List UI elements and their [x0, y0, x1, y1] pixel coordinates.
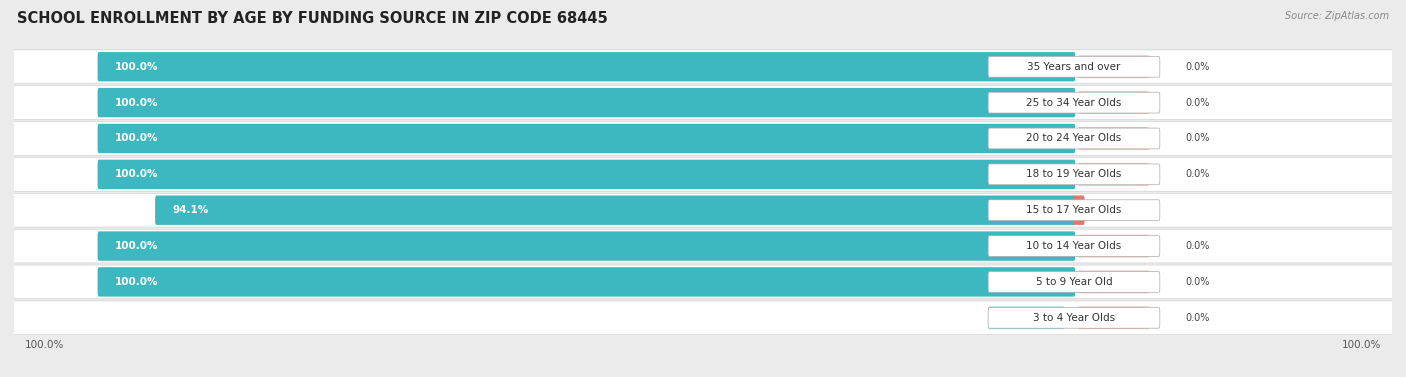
- Text: 100.0%: 100.0%: [115, 133, 159, 144]
- FancyBboxPatch shape: [988, 271, 1160, 292]
- FancyBboxPatch shape: [988, 236, 1160, 256]
- Text: 100.0%: 100.0%: [115, 241, 159, 251]
- Text: 18 to 19 Year Olds: 18 to 19 Year Olds: [1026, 169, 1122, 179]
- FancyBboxPatch shape: [1078, 271, 1149, 293]
- Text: 0.0%: 0.0%: [1185, 62, 1209, 72]
- Text: SCHOOL ENROLLMENT BY AGE BY FUNDING SOURCE IN ZIP CODE 68445: SCHOOL ENROLLMENT BY AGE BY FUNDING SOUR…: [17, 11, 607, 26]
- FancyBboxPatch shape: [1073, 196, 1084, 225]
- FancyBboxPatch shape: [97, 124, 1076, 153]
- FancyBboxPatch shape: [97, 52, 1076, 81]
- FancyBboxPatch shape: [14, 122, 1392, 155]
- Text: 100.0%: 100.0%: [115, 169, 159, 179]
- FancyBboxPatch shape: [14, 265, 1392, 299]
- FancyBboxPatch shape: [988, 307, 1160, 328]
- FancyBboxPatch shape: [1078, 91, 1149, 114]
- Text: 0.0%: 0.0%: [1014, 313, 1039, 323]
- Text: 100.0%: 100.0%: [25, 340, 65, 350]
- Text: 100.0%: 100.0%: [115, 98, 159, 107]
- FancyBboxPatch shape: [988, 128, 1160, 149]
- Text: 100.0%: 100.0%: [115, 62, 159, 72]
- Text: 25 to 34 Year Olds: 25 to 34 Year Olds: [1026, 98, 1122, 107]
- FancyBboxPatch shape: [14, 193, 1392, 227]
- Text: 15 to 17 Year Olds: 15 to 17 Year Olds: [1026, 205, 1122, 215]
- FancyBboxPatch shape: [97, 88, 1076, 117]
- Text: 0.0%: 0.0%: [1185, 169, 1209, 179]
- Text: 0.0%: 0.0%: [1185, 277, 1209, 287]
- FancyBboxPatch shape: [988, 164, 1160, 185]
- Text: 35 Years and over: 35 Years and over: [1028, 62, 1121, 72]
- FancyBboxPatch shape: [1078, 55, 1149, 78]
- FancyBboxPatch shape: [14, 229, 1392, 263]
- FancyBboxPatch shape: [97, 159, 1076, 189]
- FancyBboxPatch shape: [988, 56, 1160, 77]
- Text: 100.0%: 100.0%: [115, 277, 159, 287]
- FancyBboxPatch shape: [97, 267, 1076, 297]
- FancyBboxPatch shape: [988, 307, 1064, 329]
- FancyBboxPatch shape: [988, 200, 1160, 221]
- FancyBboxPatch shape: [1078, 234, 1149, 257]
- FancyBboxPatch shape: [14, 86, 1392, 120]
- Text: 0.0%: 0.0%: [1185, 241, 1209, 251]
- Text: 5 to 9 Year Old: 5 to 9 Year Old: [1036, 277, 1112, 287]
- Text: 10 to 14 Year Olds: 10 to 14 Year Olds: [1026, 241, 1122, 251]
- FancyBboxPatch shape: [1078, 163, 1149, 186]
- FancyBboxPatch shape: [1078, 127, 1149, 150]
- Text: 0.0%: 0.0%: [1185, 98, 1209, 107]
- FancyBboxPatch shape: [14, 158, 1392, 191]
- Text: 100.0%: 100.0%: [1341, 340, 1381, 350]
- FancyBboxPatch shape: [1078, 307, 1149, 329]
- FancyBboxPatch shape: [155, 196, 1076, 225]
- Text: 20 to 24 Year Olds: 20 to 24 Year Olds: [1026, 133, 1122, 144]
- FancyBboxPatch shape: [14, 301, 1392, 335]
- Text: 0.0%: 0.0%: [1185, 133, 1209, 144]
- Text: 5.9%: 5.9%: [1088, 205, 1115, 215]
- FancyBboxPatch shape: [988, 92, 1160, 113]
- Text: 0.0%: 0.0%: [1185, 313, 1209, 323]
- Text: 94.1%: 94.1%: [173, 205, 208, 215]
- FancyBboxPatch shape: [97, 231, 1076, 261]
- Text: 3 to 4 Year Olds: 3 to 4 Year Olds: [1033, 313, 1115, 323]
- FancyBboxPatch shape: [14, 50, 1392, 84]
- Text: Source: ZipAtlas.com: Source: ZipAtlas.com: [1285, 11, 1389, 21]
